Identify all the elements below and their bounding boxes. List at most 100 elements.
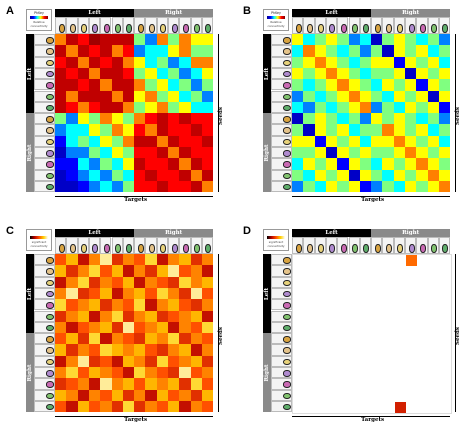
heatmap-cell bbox=[77, 169, 90, 182]
heatmap-cell bbox=[179, 79, 191, 91]
heatmap-cell bbox=[88, 135, 101, 148]
heatmap-cell bbox=[111, 135, 124, 148]
brain-region-icon bbox=[81, 24, 88, 33]
column-header-right: Right bbox=[134, 9, 214, 17]
brain-region-icon bbox=[92, 24, 99, 33]
seeds-axis-label: Seeds bbox=[218, 327, 225, 346]
heatmap-cell bbox=[111, 67, 124, 80]
brain-region-icon bbox=[329, 24, 336, 33]
brain-region-icon bbox=[46, 127, 54, 134]
row-header-right: Right bbox=[263, 113, 271, 193]
brain-region-icon bbox=[283, 268, 291, 275]
heatmap-cell bbox=[134, 299, 146, 311]
heatmap-cell bbox=[122, 79, 135, 91]
heatmap-cell bbox=[427, 180, 440, 193]
heatmap-cell bbox=[348, 45, 361, 57]
column-region-icon bbox=[438, 17, 451, 34]
brain-region-icon bbox=[46, 104, 54, 112]
brain-region-icon bbox=[171, 24, 178, 33]
heatmap-cell bbox=[145, 310, 157, 323]
heatmap-cell bbox=[201, 56, 214, 69]
heatmap-cell bbox=[416, 45, 428, 57]
heatmap-cell bbox=[190, 344, 203, 356]
brain-region-icon bbox=[283, 161, 291, 168]
heatmap-cell bbox=[382, 101, 394, 114]
seeds-axis-label: Seeds bbox=[455, 327, 462, 346]
row-region-icon bbox=[34, 400, 55, 413]
heatmap-cell bbox=[292, 158, 304, 170]
column-region-icon bbox=[179, 17, 191, 34]
heatmap-cell bbox=[134, 287, 146, 300]
heatmap-cell bbox=[201, 265, 214, 277]
heatmap-cell bbox=[416, 34, 428, 46]
heatmap-cell bbox=[77, 344, 90, 356]
heatmap-cell bbox=[145, 79, 157, 91]
heatmap-cell bbox=[66, 45, 78, 57]
brain-region-icon bbox=[374, 244, 381, 253]
heatmap-cell bbox=[134, 265, 146, 277]
heatmap-cell bbox=[66, 287, 78, 300]
row-region-icon bbox=[271, 378, 292, 390]
heatmap-cell bbox=[55, 90, 67, 103]
heatmap-cell bbox=[190, 158, 203, 170]
heatmap-cell bbox=[156, 135, 169, 148]
heatmap-cell bbox=[179, 113, 191, 125]
heatmap-cell bbox=[314, 135, 327, 148]
heatmap-cell bbox=[168, 310, 180, 323]
heatmap-cell bbox=[359, 101, 372, 114]
brain-region-icon bbox=[160, 244, 167, 253]
row-region-icon bbox=[34, 180, 55, 193]
heatmap-cell bbox=[201, 254, 214, 266]
heatmap-cell bbox=[100, 265, 112, 277]
heatmap-cell bbox=[190, 389, 203, 402]
heatmap-cell bbox=[359, 56, 372, 69]
row-region-icon bbox=[271, 67, 292, 80]
heatmap-cell bbox=[88, 67, 101, 80]
heatmap-cell bbox=[337, 45, 349, 57]
brain-region-icon bbox=[352, 24, 358, 33]
heatmap-cell bbox=[168, 254, 180, 266]
column-region-icon bbox=[66, 17, 78, 34]
heatmap-cell bbox=[416, 135, 428, 148]
heatmap-cell bbox=[359, 113, 372, 125]
column-region-icon bbox=[405, 237, 417, 254]
heatmap-cell bbox=[325, 101, 338, 114]
heatmap-cell bbox=[303, 180, 315, 193]
brain-region-icon bbox=[46, 358, 54, 366]
brain-region-icon bbox=[182, 24, 189, 33]
heatmap-cell bbox=[111, 321, 124, 334]
heatmap-cell bbox=[66, 254, 78, 266]
heatmap-cell bbox=[168, 389, 180, 402]
heatmap-cell bbox=[405, 67, 417, 80]
brain-region-icon bbox=[46, 336, 54, 343]
heatmap-cell bbox=[145, 34, 157, 46]
heatmap-cell bbox=[393, 147, 406, 159]
heatmap-cell bbox=[416, 101, 428, 114]
heatmap-cell bbox=[122, 180, 135, 193]
heatmap-cell bbox=[382, 147, 394, 159]
heatmap-cell bbox=[416, 67, 428, 80]
seeds-axis-arrow bbox=[218, 34, 219, 193]
heatmap-cell bbox=[303, 169, 315, 182]
row-region-icon bbox=[34, 367, 55, 379]
heatmap-cell bbox=[100, 389, 112, 402]
legend-subtitle-2: connectivity bbox=[30, 243, 48, 248]
heatmap-cell bbox=[122, 355, 135, 368]
brain-region-icon bbox=[318, 244, 325, 253]
targets-axis-label: Targets bbox=[124, 417, 148, 424]
heatmap-cell bbox=[156, 169, 169, 182]
heatmap-cell bbox=[111, 124, 124, 136]
heatmap-cell bbox=[348, 34, 361, 46]
heatmap-cell bbox=[111, 333, 124, 345]
heatmap-cell bbox=[168, 56, 180, 69]
panel-b: B PhKey Relative connectivity Left Right Left R… bbox=[237, 0, 474, 220]
heatmap-cell bbox=[111, 169, 124, 182]
heatmap-cell bbox=[190, 147, 203, 159]
heatmap-cell bbox=[371, 180, 383, 193]
brain-region-icon bbox=[148, 244, 155, 253]
heatmap-cell bbox=[168, 135, 180, 148]
heatmap-cell bbox=[438, 135, 451, 148]
heatmap-cell bbox=[77, 321, 90, 334]
heatmap-cell bbox=[393, 135, 406, 148]
column-region-icon bbox=[168, 237, 180, 254]
